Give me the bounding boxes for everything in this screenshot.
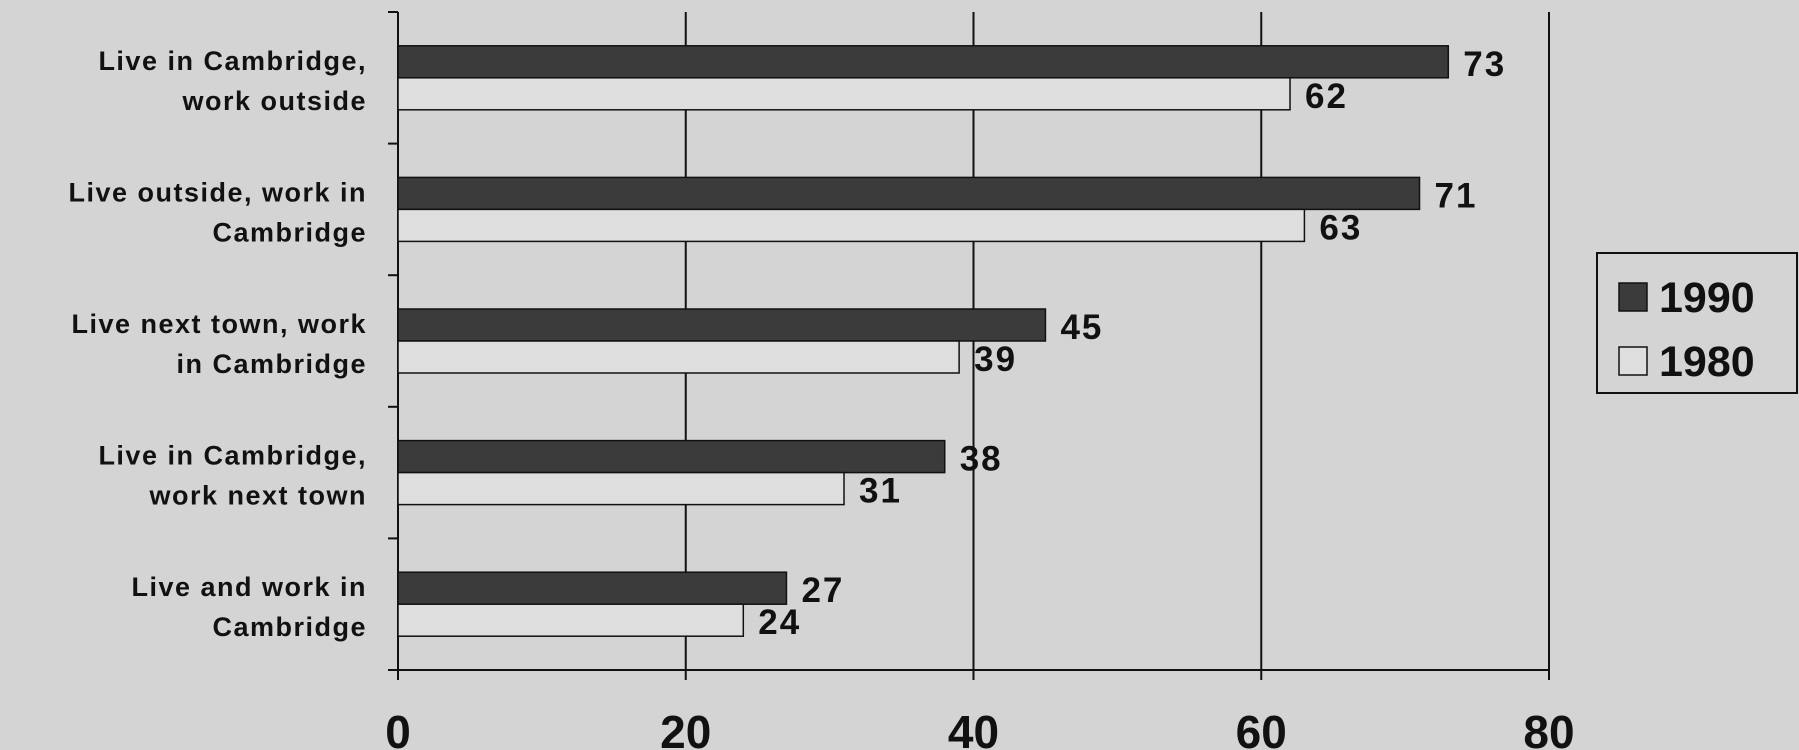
data-label-1990: 71 xyxy=(1435,176,1478,215)
data-label-1980: 63 xyxy=(1319,208,1362,247)
data-label-1980: 62 xyxy=(1305,77,1348,116)
bar-1990-0 xyxy=(397,45,1450,79)
legend-swatch-1980 xyxy=(1618,346,1648,376)
legend-swatch-1990 xyxy=(1618,282,1648,312)
bar-1980-1 xyxy=(397,208,1306,243)
bar-1990-1 xyxy=(397,176,1421,211)
data-label-1980: 24 xyxy=(758,603,801,642)
category-label: Cambridge xyxy=(212,612,367,642)
data-label-1990: 73 xyxy=(1463,45,1506,84)
category-label: Live and work in xyxy=(131,572,367,602)
bar-1990-2 xyxy=(397,308,1047,342)
category-label: Live next town, work xyxy=(71,309,367,339)
legend: 1990 1980 xyxy=(1596,252,1798,394)
x-tick-label: 20 xyxy=(660,706,711,750)
category-label: work outside xyxy=(181,86,367,116)
bar-1980-2 xyxy=(397,340,960,374)
category-label: in Cambridge xyxy=(176,349,367,379)
x-tick-label: 40 xyxy=(948,706,999,750)
category-label: Live outside, work in xyxy=(68,177,367,207)
bar-1980-0 xyxy=(397,77,1291,111)
category-label: Live in Cambridge, xyxy=(98,46,367,76)
bar-1980-3 xyxy=(397,471,845,506)
x-tick-label: 0 xyxy=(385,706,411,750)
data-label-1980: 31 xyxy=(859,472,902,511)
data-label-1990: 27 xyxy=(801,571,844,610)
data-label-1990: 38 xyxy=(960,440,1003,479)
legend-label: 1990 xyxy=(1659,274,1755,322)
bar-1990-3 xyxy=(397,439,946,474)
category-label: Cambridge xyxy=(212,217,367,247)
x-tick-label: 80 xyxy=(1523,706,1574,750)
bars xyxy=(397,45,1450,637)
category-label: work next town xyxy=(148,481,367,511)
bar-1980-4 xyxy=(397,603,745,637)
labels: 0 20 40 60 80 Live in Cambridge, work outside 7… xyxy=(68,45,1574,750)
category-label: Live in Cambridge, xyxy=(98,441,367,471)
x-tick-label: 60 xyxy=(1236,706,1287,750)
data-label-1990: 45 xyxy=(1060,308,1103,347)
data-label-1980: 39 xyxy=(974,340,1017,379)
bar-1990-4 xyxy=(397,571,788,605)
legend-label: 1980 xyxy=(1659,338,1755,386)
